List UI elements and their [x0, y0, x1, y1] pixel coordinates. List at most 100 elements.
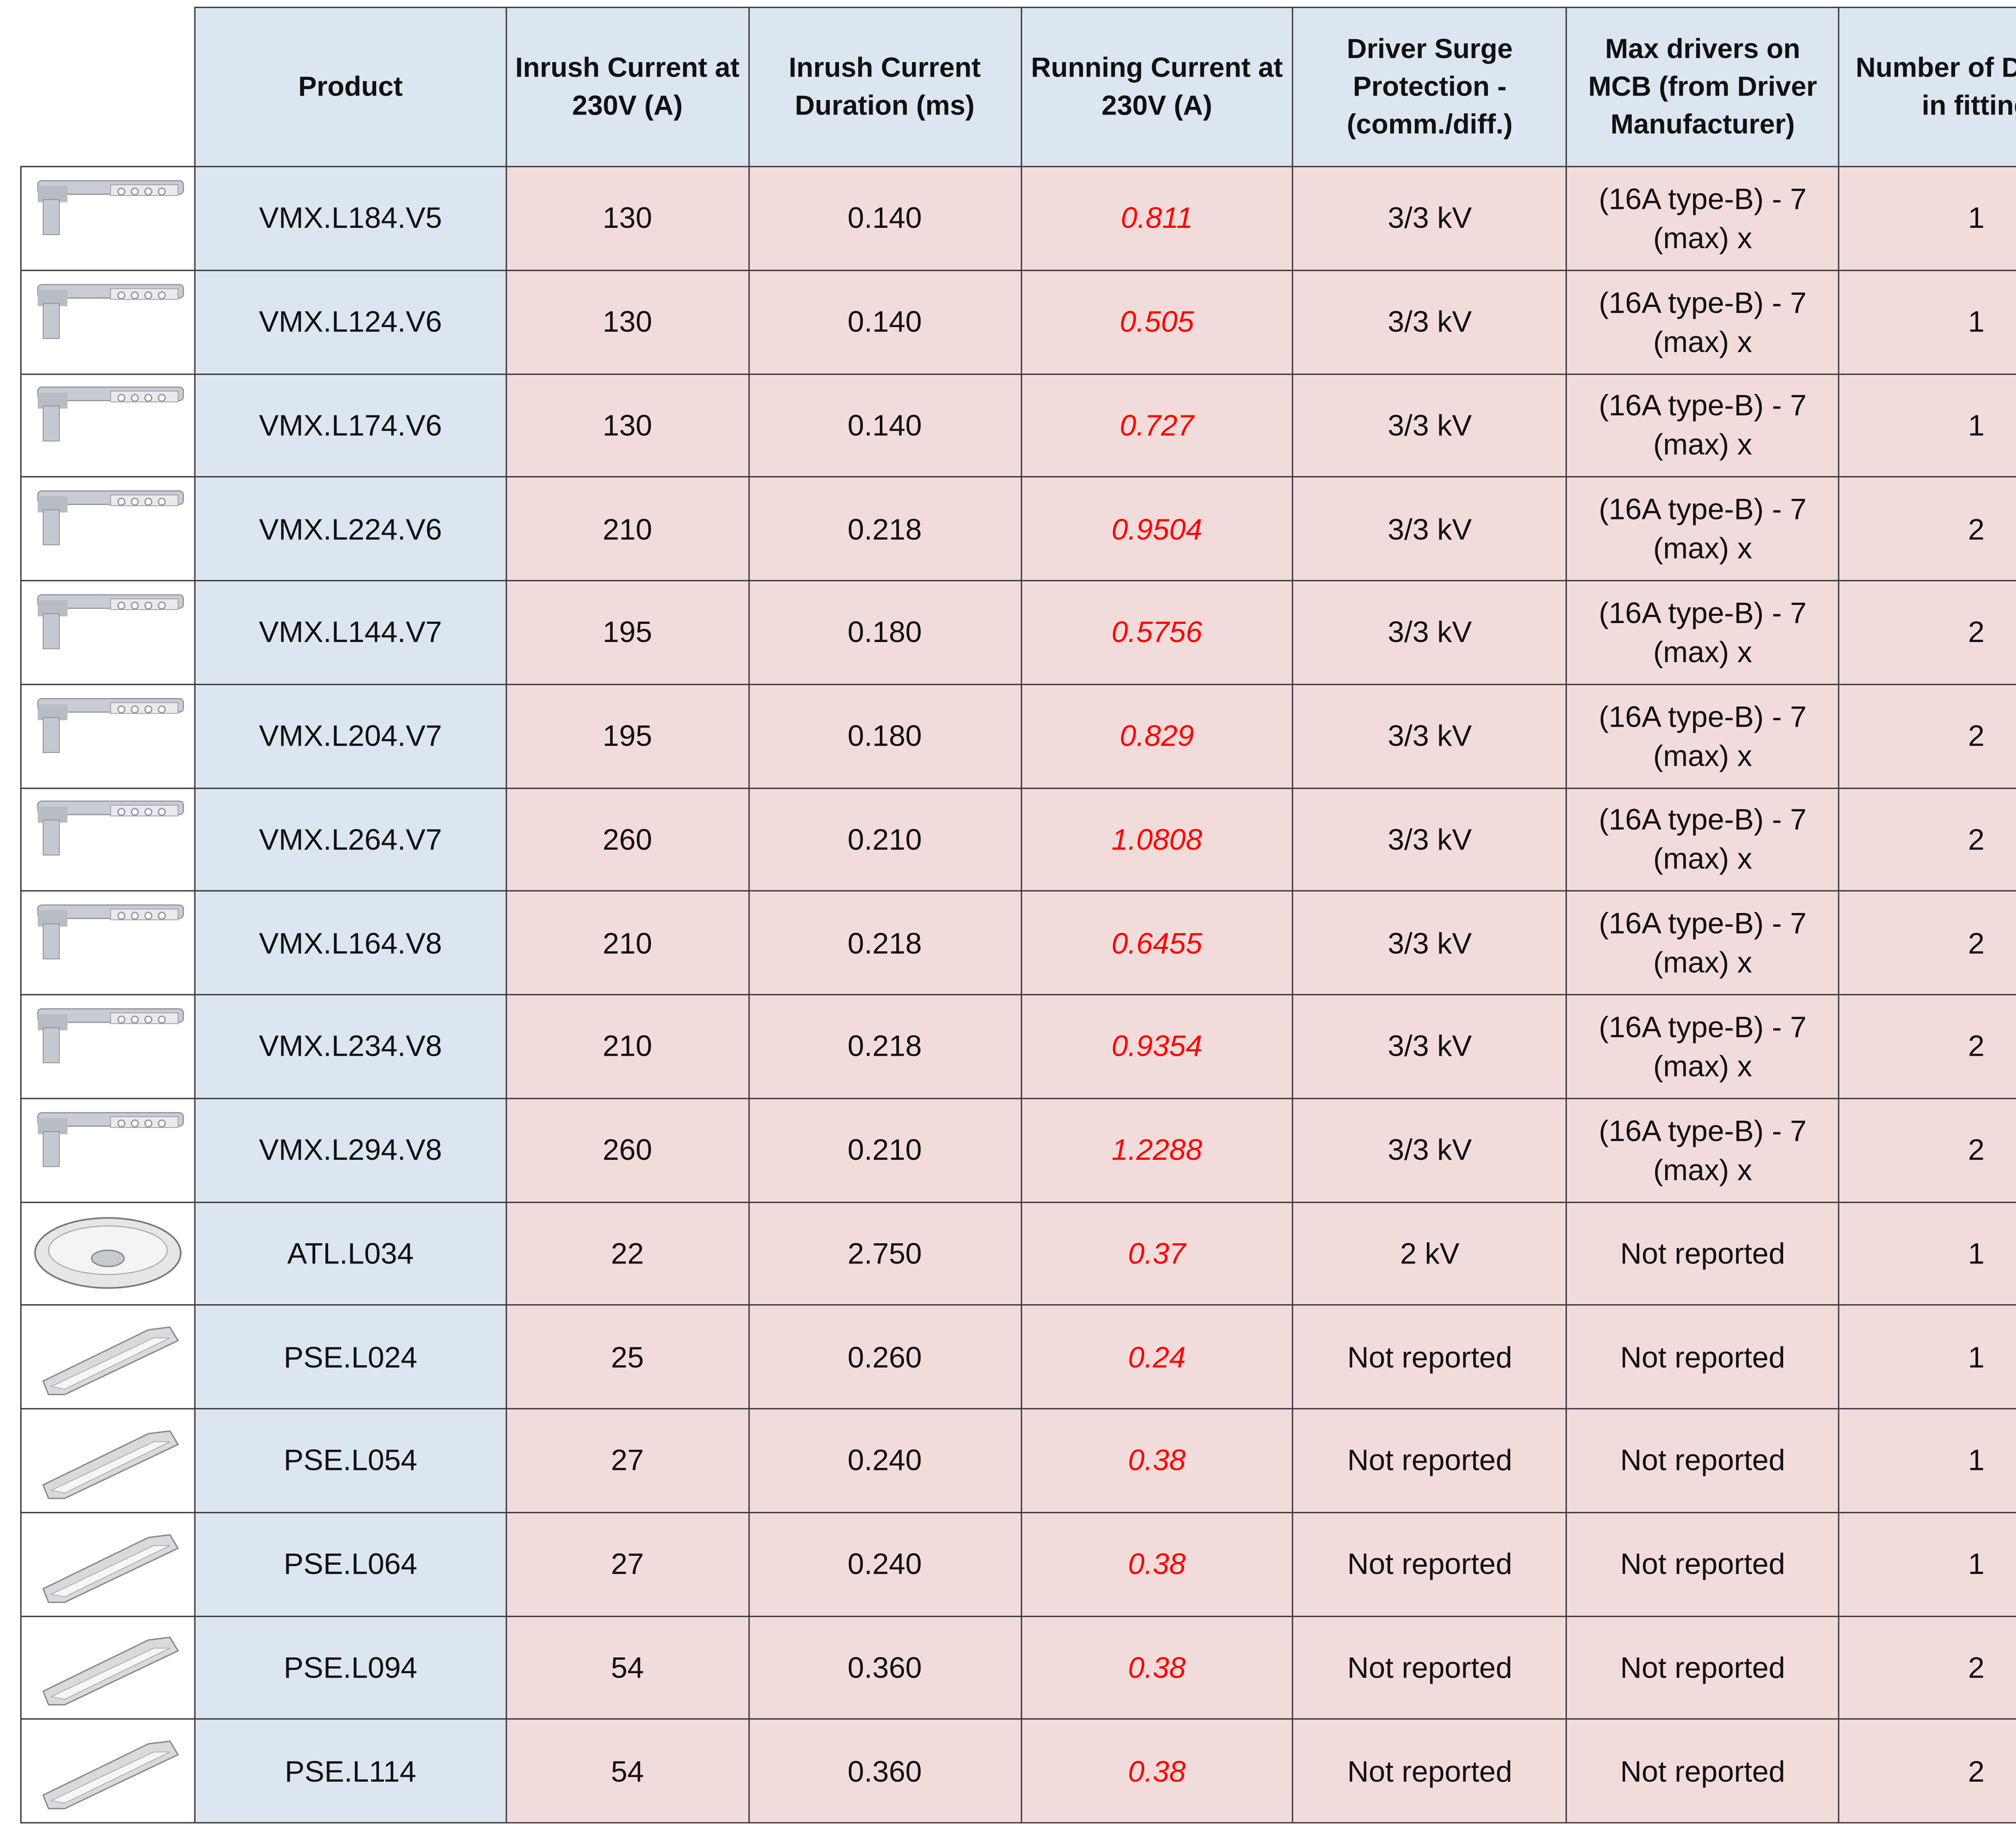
product-image	[24, 794, 192, 885]
surge-protection-cell: Not reported	[1293, 1512, 1567, 1616]
surge-protection-cell: Not reported	[1293, 1305, 1567, 1409]
product-cell: VMX.L174.V6	[195, 373, 506, 477]
product-image-cell	[21, 270, 195, 374]
column-header: Number of Drivers in fitting	[1839, 7, 2016, 167]
product-cell: VMX.L124.V6	[195, 270, 506, 374]
product-image	[24, 1518, 192, 1610]
inrush-current-cell: 195	[506, 684, 748, 788]
driver-count-cell: 2	[1839, 581, 2016, 684]
inrush-current-cell: 54	[506, 1616, 748, 1720]
max-drivers-cell: (16A type-B) - 7 (max) x	[1566, 891, 1839, 995]
inrush-duration-cell: 0.218	[749, 477, 1021, 581]
product-image-cell	[21, 1305, 195, 1409]
inrush-duration-cell: 0.260	[749, 1305, 1021, 1409]
inrush-current-cell: 210	[506, 994, 748, 1098]
max-drivers-cell: Not reported	[1566, 1616, 1839, 1720]
driver-count-cell: 2	[1839, 891, 2016, 995]
column-header: Driver Surge Protection - (comm./diff.)	[1293, 7, 1567, 167]
driver-count-cell: 2	[1839, 1616, 2016, 1720]
max-drivers-cell: (16A type-B) - 7 (max) x	[1566, 788, 1839, 891]
running-current-cell: 0.38	[1021, 1409, 1293, 1512]
inrush-current-cell: 54	[506, 1719, 748, 1823]
product-image-cell	[21, 994, 195, 1098]
product-image-cell	[21, 1719, 195, 1823]
running-current-cell: 0.38	[1021, 1719, 1293, 1823]
product-image	[24, 483, 192, 575]
max-drivers-cell: (16A type-B) - 7 (max) x	[1566, 270, 1839, 374]
blank-header	[21, 7, 195, 167]
product-image	[24, 1001, 192, 1092]
driver-count-cell: 1	[1839, 167, 2016, 270]
inrush-current-cell: 130	[506, 167, 748, 270]
running-current-cell: 0.727	[1021, 373, 1293, 477]
product-cell: VMX.L144.V7	[195, 581, 506, 684]
product-cell: PSE.L114	[195, 1719, 506, 1823]
page: {"table": { "header": ["Product", "Inrus…	[0, 0, 2016, 1824]
product-image	[24, 1415, 192, 1506]
running-current-cell: 1.2288	[1021, 1098, 1293, 1202]
running-current-cell: 0.505	[1021, 270, 1293, 374]
column-header: Max drivers on MCB (from Driver Manufact…	[1566, 7, 1839, 167]
surge-protection-cell: 3/3 kV	[1293, 477, 1567, 581]
surge-protection-cell: 3/3 kV	[1293, 270, 1567, 374]
product-cell: VMX.L204.V7	[195, 684, 506, 788]
product-cell: PSE.L094	[195, 1616, 506, 1720]
product-image	[24, 690, 192, 782]
surge-protection-cell: 3/3 kV	[1293, 1098, 1567, 1202]
running-current-cell: 1.0808	[1021, 788, 1293, 891]
inrush-current-cell: 210	[506, 891, 748, 995]
product-cell: VMX.L264.V7	[195, 788, 506, 891]
inrush-current-cell: 260	[506, 788, 748, 891]
running-current-cell: 0.6455	[1021, 891, 1293, 995]
inrush-duration-cell: 0.180	[749, 684, 1021, 788]
max-drivers-cell: (16A type-B) - 7 (max) x	[1566, 167, 1839, 270]
surge-protection-cell: 3/3 kV	[1293, 581, 1567, 684]
inrush-current-cell: 195	[506, 581, 748, 684]
product-image-cell	[21, 788, 195, 891]
inrush-duration-cell: 0.240	[749, 1409, 1021, 1512]
running-current-cell: 0.37	[1021, 1202, 1293, 1305]
inrush-current-cell: 130	[506, 270, 748, 374]
inrush-duration-cell: 0.360	[749, 1719, 1021, 1823]
product-image	[24, 1311, 192, 1403]
driver-count-cell: 1	[1839, 1202, 2016, 1305]
running-current-cell: 0.829	[1021, 684, 1293, 788]
product-image-cell	[21, 1098, 195, 1202]
inrush-duration-cell: 0.360	[749, 1616, 1021, 1720]
running-current-cell: 0.38	[1021, 1616, 1293, 1720]
product-image	[24, 586, 192, 678]
product-image	[24, 173, 192, 264]
product-image-cell	[21, 1202, 195, 1305]
inrush-duration-cell: 0.140	[749, 167, 1021, 270]
inrush-duration-cell: 0.210	[749, 788, 1021, 891]
inrush-current-cell: 27	[506, 1512, 748, 1616]
product-image-cell	[21, 891, 195, 995]
product-image	[24, 379, 192, 471]
column-header: Inrush Current Duration (ms)	[749, 7, 1021, 167]
inrush-duration-cell: 0.218	[749, 994, 1021, 1098]
product-image-cell	[21, 477, 195, 581]
surge-protection-cell: Not reported	[1293, 1409, 1567, 1512]
product-cell: VMX.L164.V8	[195, 891, 506, 995]
product-image	[24, 1725, 192, 1817]
inrush-current-cell: 260	[506, 1098, 748, 1202]
driver-count-cell: 1	[1839, 270, 2016, 374]
running-current-cell: 0.811	[1021, 167, 1293, 270]
running-current-cell: 0.5756	[1021, 581, 1293, 684]
running-current-cell: 0.9354	[1021, 994, 1293, 1098]
product-cell: VMX.L234.V8	[195, 994, 506, 1098]
product-image-cell	[21, 373, 195, 477]
